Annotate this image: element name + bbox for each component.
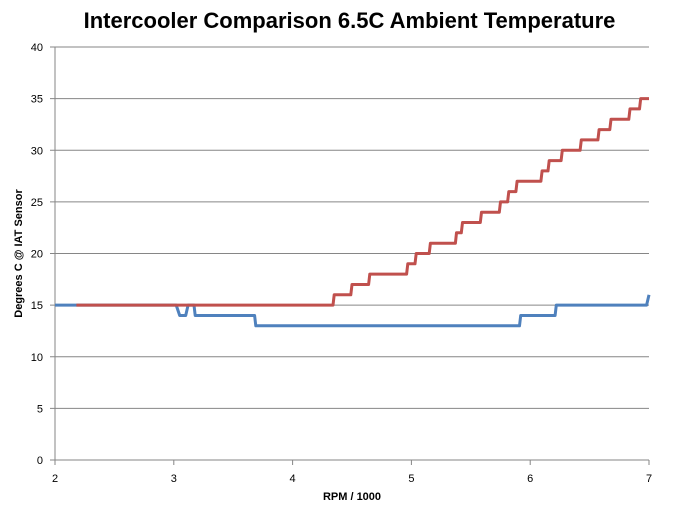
x-tick-label: 3 <box>171 473 177 485</box>
x-tick-label: 4 <box>290 473 296 485</box>
series-line-2 <box>76 97 649 307</box>
chart-title: Intercooler Comparison 6.5C Ambient Temp… <box>83 8 616 33</box>
series-group <box>55 97 651 328</box>
x-tick-label: 6 <box>527 473 533 485</box>
series-line-1 <box>55 294 651 328</box>
grid-lines <box>55 46 649 409</box>
y-tick-label: 15 <box>31 300 43 312</box>
y-tick-label: 35 <box>31 94 43 106</box>
x-tick-label: 2 <box>52 473 58 485</box>
x-tick-label: 5 <box>408 473 414 485</box>
y-tick-label: 10 <box>31 352 43 364</box>
y-tick-label: 20 <box>31 249 43 261</box>
x-axis-label: RPM / 1000 <box>323 491 381 503</box>
y-tick-label: 5 <box>37 403 43 415</box>
y-tick-label: 25 <box>31 197 43 209</box>
y-axis-label: Degrees C @ IAT Sensor <box>13 189 25 318</box>
y-tick-label: 30 <box>31 145 43 157</box>
y-tick-label: 40 <box>31 42 43 54</box>
axes <box>50 46 650 465</box>
x-tick-label: 7 <box>646 473 652 485</box>
y-tick-label: 0 <box>37 455 43 467</box>
tick-labels: 0 5 10 15 20 25 30 35 40 2 3 4 5 6 7 <box>31 42 652 485</box>
